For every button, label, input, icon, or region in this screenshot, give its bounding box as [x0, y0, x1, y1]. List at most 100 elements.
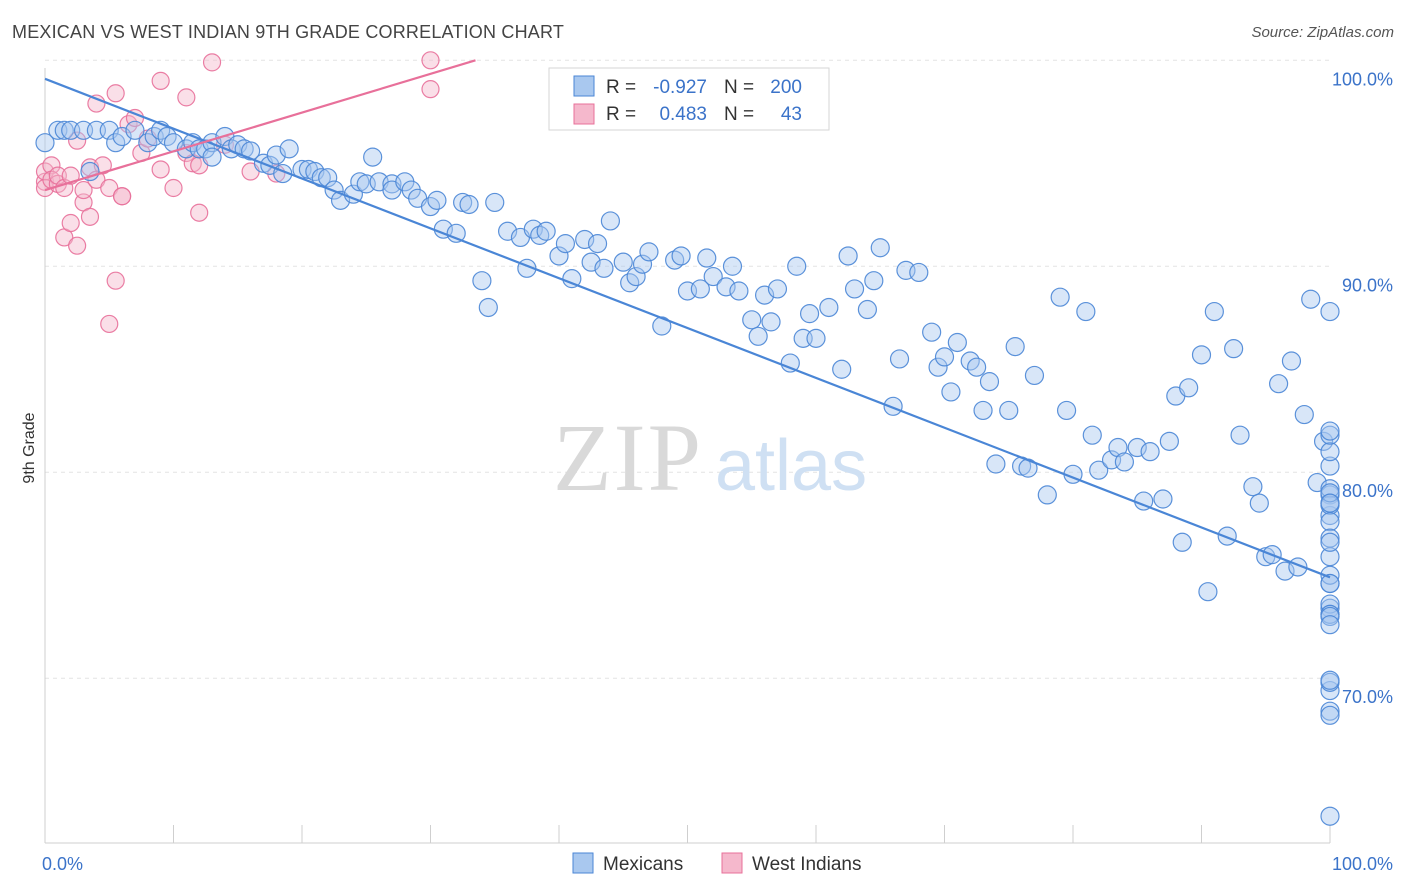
mexicans-point-180 — [1320, 483, 1340, 503]
mexicans-point-31 — [279, 139, 299, 159]
y-tick-labels: 70.0% 80.0% 90.0% 100.0% — [1332, 69, 1393, 707]
mexicans-point-105 — [889, 349, 910, 369]
west-indians-point-43 — [421, 80, 440, 99]
mexicans-point-133 — [1127, 437, 1147, 458]
mexicans-point-111 — [941, 382, 961, 402]
mexicans-point-177 — [1320, 528, 1340, 548]
bottom-label-west-indians: West Indians — [752, 854, 861, 875]
mexicans-point-156 — [1301, 289, 1321, 309]
mexicans-point-21 — [202, 147, 222, 167]
mexicans-point-137 — [1159, 431, 1179, 451]
mexicans-point-70 — [594, 258, 614, 278]
mexicans-points — [35, 120, 1340, 826]
chart-title: MEXICAN VS WEST INDIAN 9TH GRADE CORRELA… — [12, 22, 565, 42]
mexicans-trend-line — [44, 77, 1331, 579]
mexicans-point-146 — [1230, 425, 1250, 445]
mexicans-point-84 — [716, 277, 736, 297]
mexicans-point-127 — [1076, 301, 1096, 322]
mexicans-point-183 — [1320, 670, 1340, 690]
mexicans-point-118 — [999, 400, 1019, 421]
west-indians-point-32 — [164, 178, 183, 198]
mexicans-point-104 — [883, 396, 903, 416]
axes — [44, 68, 1331, 844]
x-tick-labels: 0.0% 100.0% — [42, 854, 1393, 874]
mexicans-point-79 — [671, 246, 691, 266]
west-indians-point-3 — [42, 156, 61, 175]
legend-n-value-mexicans: 200 — [770, 77, 802, 98]
mexicans-point-178 — [1320, 565, 1340, 585]
mexicans-point-176 — [1320, 512, 1340, 532]
mexicans-point-132 — [1114, 452, 1135, 472]
mexicans-point-83 — [703, 266, 723, 287]
mexicans-point-95 — [799, 304, 820, 324]
mexicans-point-87 — [742, 310, 762, 330]
mexicans-point-117 — [986, 454, 1006, 474]
mexicans-point-50 — [427, 190, 447, 210]
west-indians-point-21 — [100, 178, 119, 198]
mexicans-point-76 — [639, 242, 659, 262]
mexicans-point-147 — [1243, 477, 1263, 497]
west-indians-point-22 — [106, 84, 125, 103]
mexicans-point-124 — [1050, 287, 1070, 307]
mexicans-point-42 — [363, 147, 383, 167]
west-indians-point-11 — [68, 131, 87, 150]
mexicans-point-136 — [1153, 489, 1173, 509]
mexicans-point-119 — [1005, 337, 1025, 357]
mexicans-point-181 — [1320, 573, 1340, 594]
mexicans-point-112 — [947, 332, 967, 353]
legend-n-label-west-indians: N = — [724, 104, 754, 125]
west-indians-point-14 — [74, 180, 93, 200]
west-indians-points — [35, 51, 440, 334]
mexicans-point-151 — [1268, 374, 1289, 394]
west-indians-point-10 — [61, 213, 80, 233]
mexicans-point-96 — [806, 328, 826, 348]
legend-n-label-mexicans: N = — [724, 77, 754, 98]
mexicans-point-122 — [1024, 365, 1045, 386]
mexicans-point-110 — [934, 347, 955, 367]
mexicans-point-148 — [1249, 493, 1269, 513]
mexicans-point-165 — [1320, 680, 1340, 701]
x-tick-label-0: 0.0% — [42, 854, 83, 874]
mexicans-point-184 — [1320, 532, 1340, 552]
mexicans-point-187 — [1320, 701, 1340, 721]
mexicans-point-163 — [1320, 456, 1340, 476]
mexicans-point-86 — [729, 281, 749, 301]
mexicans-point-145 — [1224, 339, 1244, 359]
west-indians-point-25 — [112, 187, 132, 206]
mexicans-point-107 — [909, 262, 929, 283]
mexicans-point-71 — [600, 211, 621, 231]
y-tick-label-1: 80.0% — [1342, 481, 1393, 501]
mexicans-point-91 — [767, 279, 788, 299]
mexicans-point-189 — [1320, 421, 1340, 441]
y-tick-label-3: 100.0% — [1332, 69, 1393, 89]
legend-r-label-mexicans: R = — [606, 77, 636, 98]
mexicans-point-143 — [1204, 301, 1224, 322]
west-indians-point-42 — [421, 51, 440, 70]
west-indians-point-30 — [151, 71, 170, 90]
mexicans-point-101 — [857, 299, 878, 320]
mexicans-point-152 — [1275, 561, 1295, 581]
mexicans-point-188 — [1320, 705, 1340, 725]
mexicans-point-135 — [1140, 442, 1160, 462]
mexicans-point-65 — [555, 234, 576, 254]
mexicans-point-90 — [761, 312, 781, 332]
mexicans-point-153 — [1281, 351, 1302, 371]
mexicans-point-115 — [973, 400, 993, 421]
mexicans-point-161 — [1320, 598, 1340, 618]
mexicans-point-64 — [549, 246, 569, 266]
mexicans-point-100 — [844, 279, 865, 299]
mexicans-point-168 — [1320, 442, 1340, 462]
legend-swatch-mexicans — [573, 75, 595, 97]
mexicans-point-174 — [1320, 806, 1340, 826]
legend-r-label-west-indians: R = — [606, 104, 636, 125]
mexicans-point-102 — [864, 271, 884, 291]
mexicans-point-169 — [1320, 425, 1340, 445]
mexicans-point-185 — [1320, 493, 1340, 513]
west-indians-trend-line — [44, 59, 476, 192]
y-tick-label-0: 70.0% — [1342, 687, 1393, 707]
mexicans-point-129 — [1089, 460, 1109, 480]
mexicans-point-75 — [632, 254, 653, 274]
bottom-swatch-west-indians — [721, 852, 743, 874]
y-axis-label: 9th Grade — [21, 412, 38, 483]
